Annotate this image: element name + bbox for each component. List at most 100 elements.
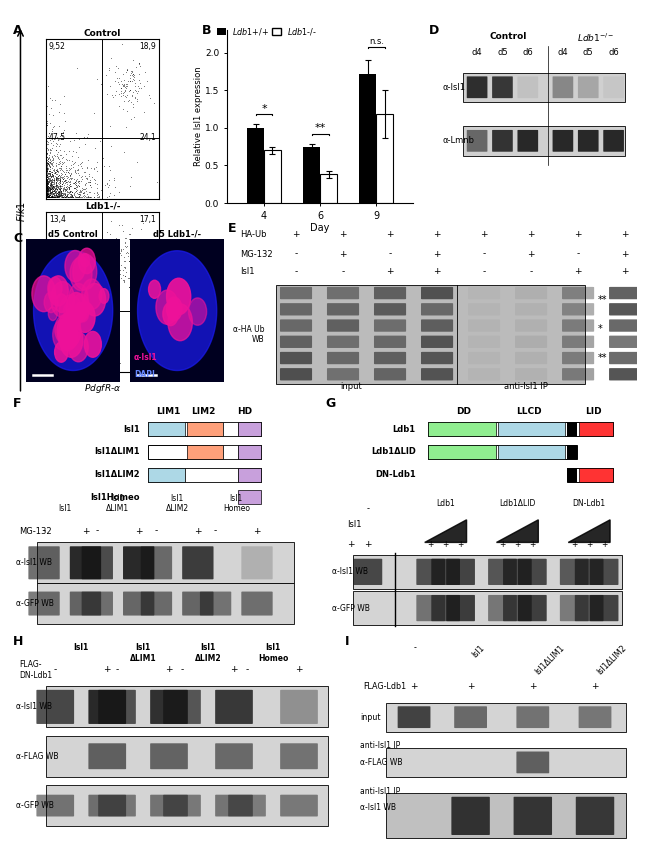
Point <box>114 218 124 232</box>
Point <box>42 321 53 335</box>
Point <box>78 182 88 196</box>
Point <box>55 355 65 369</box>
Point <box>116 74 126 88</box>
Point <box>55 187 66 200</box>
Point <box>42 361 52 375</box>
Point <box>103 358 113 372</box>
Point <box>42 340 52 353</box>
Point <box>46 363 57 377</box>
Point <box>42 312 52 326</box>
Point <box>44 358 54 372</box>
Point <box>46 101 56 115</box>
Point <box>42 177 52 191</box>
Point <box>43 353 53 367</box>
Point <box>129 238 140 251</box>
Point <box>64 363 75 377</box>
Point <box>42 338 53 352</box>
Point <box>123 249 133 263</box>
Point <box>131 235 141 249</box>
Point <box>51 336 62 350</box>
Point <box>46 186 57 200</box>
Point <box>49 359 60 372</box>
Point <box>53 355 64 369</box>
Point <box>52 170 62 184</box>
Point <box>50 190 60 204</box>
Point <box>42 188 52 202</box>
Point <box>58 342 68 356</box>
FancyBboxPatch shape <box>327 368 359 380</box>
Text: α-Isl1 WB: α-Isl1 WB <box>360 804 396 812</box>
Point <box>88 356 98 370</box>
Point <box>52 162 62 176</box>
Point <box>94 363 105 377</box>
Point <box>131 60 142 74</box>
Point <box>49 183 59 197</box>
Text: $Flk1$: $Flk1$ <box>16 201 27 222</box>
Point <box>60 148 71 162</box>
Point <box>55 175 66 188</box>
Point <box>42 184 52 198</box>
Bar <box>238 490 261 505</box>
Point <box>66 171 76 185</box>
Point <box>49 179 60 193</box>
Point <box>72 348 83 362</box>
Point <box>55 168 66 182</box>
Point <box>50 143 60 157</box>
Point <box>60 362 71 376</box>
FancyBboxPatch shape <box>609 320 641 332</box>
Point <box>44 353 55 367</box>
Point <box>53 182 64 196</box>
Point <box>44 356 54 370</box>
Point <box>51 363 61 377</box>
Point <box>43 156 53 170</box>
Text: +: + <box>135 527 142 536</box>
Text: α-GFP WB: α-GFP WB <box>16 801 54 810</box>
Point <box>79 181 89 195</box>
Point <box>67 349 77 363</box>
Point <box>72 361 82 375</box>
Point <box>44 169 55 183</box>
FancyBboxPatch shape <box>609 352 641 365</box>
Point <box>47 190 58 204</box>
Point <box>42 190 52 204</box>
Point <box>75 349 86 363</box>
Point <box>46 363 56 377</box>
Point <box>75 340 85 354</box>
FancyBboxPatch shape <box>578 130 599 152</box>
Point <box>49 188 59 202</box>
Point <box>58 171 69 185</box>
Point <box>121 265 131 279</box>
Point <box>56 187 66 200</box>
Text: α-Lmnb: α-Lmnb <box>442 137 474 145</box>
Point <box>129 235 139 249</box>
Point <box>134 56 144 70</box>
Point <box>47 361 57 375</box>
Point <box>59 144 70 158</box>
Point <box>42 181 52 194</box>
Point <box>46 155 57 168</box>
Point <box>73 346 84 360</box>
Point <box>47 168 58 182</box>
Point <box>52 186 62 200</box>
Point <box>67 361 77 375</box>
Point <box>42 155 52 168</box>
Point <box>48 155 58 168</box>
Point <box>122 239 132 253</box>
Point <box>44 356 54 370</box>
Text: -: - <box>367 504 369 513</box>
Text: anti-Isl1 IP: anti-Isl1 IP <box>504 382 548 391</box>
Point <box>116 81 127 95</box>
Point <box>79 331 89 345</box>
Point <box>64 175 74 189</box>
Point <box>57 359 67 373</box>
Point <box>43 185 53 199</box>
Point <box>49 119 59 133</box>
Point <box>68 190 78 204</box>
Point <box>46 355 56 369</box>
Point <box>112 249 123 263</box>
Bar <box>223 445 238 459</box>
Point <box>106 214 116 228</box>
Point <box>46 346 56 359</box>
Point <box>55 178 65 192</box>
Text: -: - <box>482 268 486 276</box>
